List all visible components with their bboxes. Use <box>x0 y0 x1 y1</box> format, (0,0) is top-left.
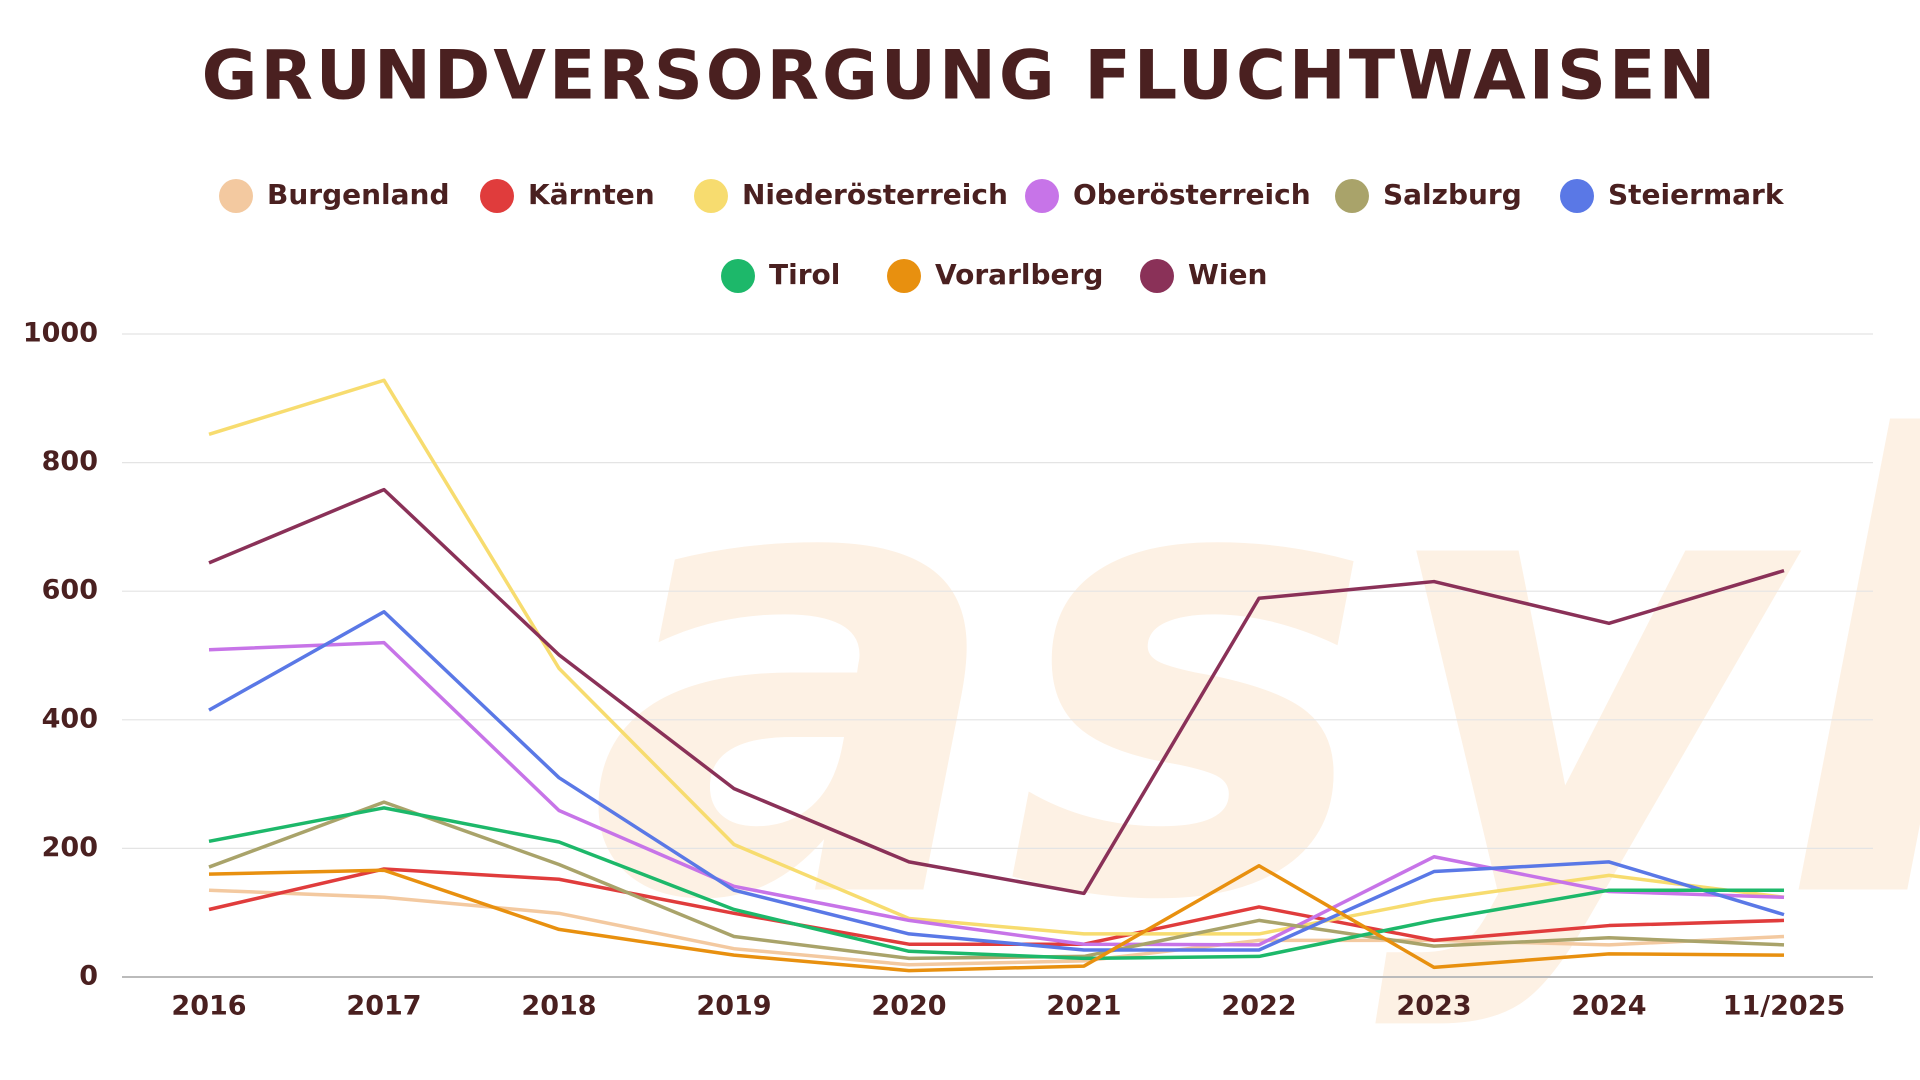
legend-label: Salzburg <box>1383 178 1522 211</box>
legend-marker <box>1560 179 1594 213</box>
y-tick-label: 0 <box>79 961 98 992</box>
legend-marker <box>887 259 921 293</box>
x-tick-label: 2016 <box>171 991 246 1022</box>
series-line <box>208 487 1785 896</box>
legend-label: Burgenland <box>267 178 450 211</box>
legend-label: Steiermark <box>1608 178 1785 211</box>
x-tick-label: 11/2025 <box>1723 991 1846 1022</box>
series-line <box>208 640 1785 947</box>
legend-marker <box>219 179 253 213</box>
legend-label: Oberösterreich <box>1073 178 1311 211</box>
x-tick-label: 2019 <box>696 991 771 1022</box>
legend-label: Kärnten <box>528 178 655 211</box>
legend-marker <box>1025 179 1059 213</box>
legend-marker <box>694 179 728 213</box>
legend-label: Wien <box>1188 258 1267 291</box>
legend-marker <box>721 259 755 293</box>
watermark: asyl <box>588 316 1920 1037</box>
series-line <box>208 378 1785 936</box>
legend-marker <box>1140 259 1174 293</box>
x-tick-label: 2017 <box>346 991 421 1022</box>
y-tick-label: 1000 <box>23 318 98 349</box>
y-tick-label: 600 <box>42 575 98 606</box>
legend-label: Vorarlberg <box>935 258 1103 291</box>
series-line <box>208 867 1785 946</box>
legend-label: Tirol <box>769 258 840 291</box>
series-line <box>208 864 1785 973</box>
series-line <box>208 800 1785 961</box>
x-tick-label: 2021 <box>1046 991 1121 1022</box>
y-tick-label: 800 <box>42 446 98 477</box>
legend-marker <box>1335 179 1369 213</box>
chart-title: GRUNDVERSORGUNG FLUCHTWAISEN <box>202 37 1719 116</box>
x-tick-label: 2020 <box>871 991 946 1022</box>
y-tick-label: 200 <box>42 832 98 863</box>
x-tick-label: 2023 <box>1396 991 1471 1022</box>
x-tick-label: 2024 <box>1571 991 1646 1022</box>
series-line <box>208 806 1784 961</box>
y-tick-label: 400 <box>42 703 98 734</box>
legend-label: Niederösterreich <box>742 178 1008 211</box>
x-tick-label: 2022 <box>1221 991 1296 1022</box>
series-line <box>208 610 1785 952</box>
legend-marker <box>480 179 514 213</box>
x-tick-label: 2018 <box>521 991 596 1022</box>
